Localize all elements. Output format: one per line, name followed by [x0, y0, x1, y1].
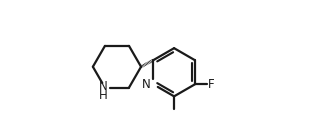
- Text: N: N: [99, 80, 108, 93]
- Text: H: H: [99, 89, 108, 102]
- Text: N: N: [142, 78, 151, 91]
- Text: F: F: [208, 78, 214, 91]
